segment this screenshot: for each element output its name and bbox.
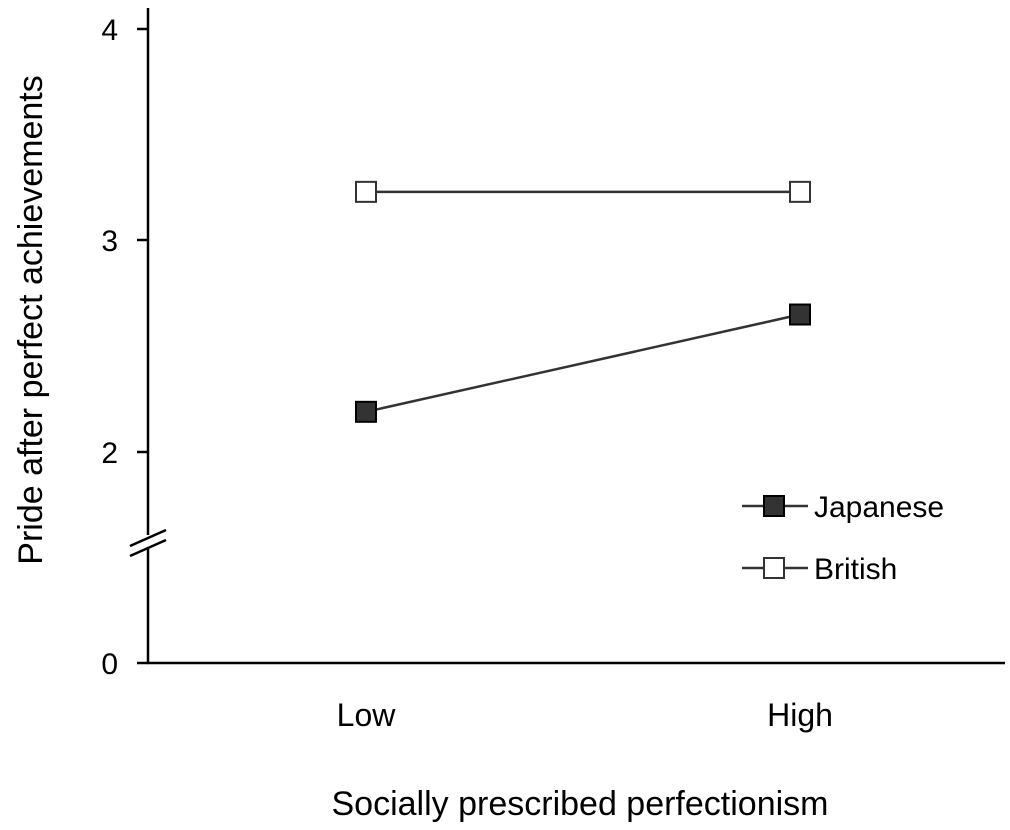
y-tick-label-3: 3 [101,225,118,258]
legend-label-japanese: Japanese [814,491,944,524]
x-category-label-low: Low [337,697,397,733]
legend-marker-japanese [763,495,785,517]
series-layer [355,180,811,423]
data-point-british-low [355,180,377,203]
axis-break-marker [129,528,167,558]
data-point-japanese-low [355,400,377,423]
legend-item-british: British [742,553,897,586]
legend-item-japanese: Japanese [742,491,944,524]
data-point-british-high [789,180,811,203]
legend-label-british: British [814,553,897,586]
y-ticks [137,27,148,665]
x-category-label-high: High [767,697,833,733]
data-point-japanese-high [789,303,811,326]
legend-marker-british [763,557,785,579]
y-tick-label-4: 4 [101,14,118,47]
y-tick-label-2: 2 [101,437,118,470]
x-axis-title: Socially prescribed perfectionism [332,785,829,823]
y-axis-title: Pride after perfect achievements [12,75,50,564]
y-tick-label-0: 0 [101,648,118,681]
legend: Japanese British [742,491,944,586]
series-line-japanese [365,313,801,414]
y-tick-labels: 0 2 3 4 [101,14,118,681]
